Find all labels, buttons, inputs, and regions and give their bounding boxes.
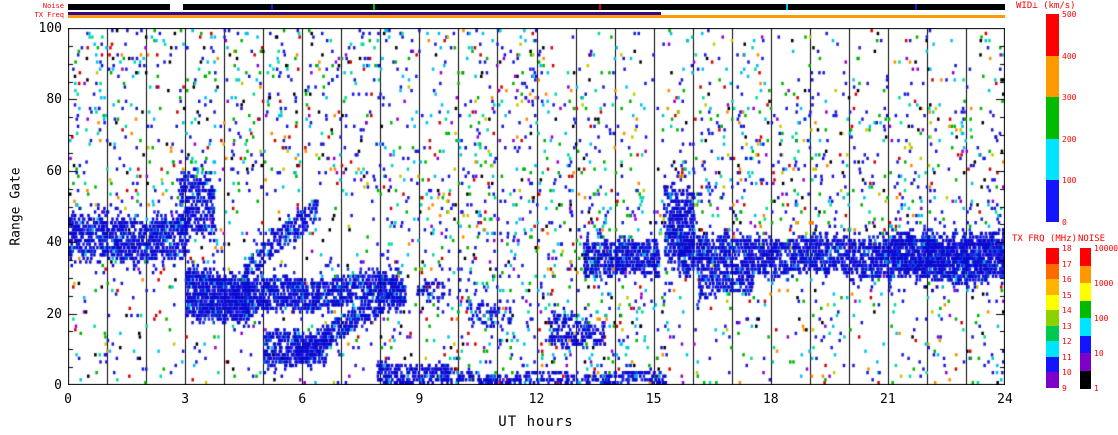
- y-tick-label: 60: [46, 163, 62, 179]
- x-tick-label: 21: [880, 392, 896, 407]
- txfrq-colorbar-tick-label: 16: [1062, 275, 1072, 285]
- noise-strip-speck: [786, 4, 789, 10]
- txfreq-strip-segment-lower: [68, 15, 1005, 18]
- noise-colorbar-title: NOISE: [1078, 234, 1106, 244]
- x-tick-label: 24: [997, 392, 1013, 407]
- wid-colorbar-segment: [1046, 138, 1059, 181]
- noise-colorbar-segment: [1080, 318, 1091, 336]
- noise-strip-segment: [68, 4, 170, 10]
- wid-colorbar-tick-label: 0: [1062, 218, 1067, 227]
- txfrq-colorbar-segment: [1046, 356, 1059, 373]
- txfrq-colorbar-tick-label: 11: [1062, 352, 1072, 362]
- x-axis-label: UT hours: [498, 414, 574, 430]
- noise-strip-speck: [915, 4, 918, 10]
- y-tick-label: 80: [46, 92, 62, 108]
- wid-colorbar-segment: [1046, 180, 1059, 223]
- noise-strip-segment: [183, 4, 1005, 10]
- txfreq-strip-label: TX Freq: [34, 11, 64, 19]
- noise-strip-speck: [598, 4, 601, 10]
- txfrq-colorbar-tick-label: 9: [1062, 384, 1067, 393]
- y-tick-label: 0: [54, 378, 62, 393]
- x-tick-label: 6: [298, 392, 307, 407]
- x-tick-label: 12: [528, 392, 545, 407]
- txfrq-colorbar-title: TX FRQ (MHz): [1012, 234, 1078, 244]
- y-tick-label: 40: [46, 235, 62, 251]
- wid-colorbar-segment: [1046, 14, 1059, 57]
- txfrq-colorbar-segment: [1046, 263, 1059, 280]
- wid-colorbar-tick-label: 400: [1062, 51, 1077, 61]
- txfrq-colorbar-segment: [1046, 248, 1059, 265]
- noise-colorbar-tick-label: 1: [1094, 384, 1099, 393]
- txfrq-colorbar-tick-label: 18: [1062, 244, 1072, 253]
- y-tick-label: 100: [38, 21, 62, 36]
- noise-colorbar-segment: [1080, 248, 1091, 266]
- noise-colorbar-segment: [1080, 265, 1091, 284]
- wid-colorbar-title: WID⊥ (km/s): [1016, 1, 1076, 11]
- x-tick-label: 15: [645, 392, 662, 407]
- x-tick-label: 9: [415, 392, 424, 407]
- wid-colorbar-tick-label: 300: [1062, 93, 1077, 103]
- txfrq-colorbar-segment: [1046, 325, 1059, 342]
- x-tick-label: 0: [64, 392, 72, 407]
- txfrq-colorbar-tick-label: 17: [1062, 259, 1072, 269]
- noise-strip-speck: [372, 4, 375, 10]
- txfrq-colorbar-tick-label: 12: [1062, 337, 1072, 347]
- txfrq-colorbar-tick-label: 14: [1062, 306, 1072, 316]
- y-axis-label: Range Gate: [8, 167, 24, 246]
- wid-colorbar-tick-label: 200: [1062, 134, 1077, 144]
- noise-colorbar-tick-label: 100: [1094, 314, 1109, 323]
- wid-colorbar-tick-label: 500: [1062, 10, 1077, 19]
- wid-colorbar: [1046, 14, 1059, 223]
- txfreq-strip-segment-upper: [68, 12, 662, 15]
- wid-colorbar-segment: [1046, 55, 1059, 98]
- wid-colorbar-segment: [1046, 97, 1059, 140]
- noise-colorbar-tick-label: 1000: [1094, 279, 1114, 288]
- noise-colorbar-tick-label: 10000: [1094, 244, 1118, 253]
- x-tick-label: 3: [181, 392, 190, 407]
- noise-colorbar-segment: [1080, 353, 1091, 371]
- txfrq-colorbar-segment: [1046, 294, 1059, 311]
- y-tick-label: 20: [46, 306, 62, 322]
- txfrq-colorbar-segment: [1046, 279, 1059, 296]
- txfrq-colorbar-segment: [1046, 310, 1059, 327]
- range-gate-vs-time-canvas: [68, 28, 1005, 385]
- txfrq-colorbar-tick-label: 13: [1062, 321, 1072, 331]
- noise-strip-speck: [271, 4, 274, 10]
- txfrq-colorbar-tick-label: 15: [1062, 290, 1072, 300]
- wid-colorbar-tick-label: 100: [1062, 176, 1077, 186]
- txfrq-colorbar: [1046, 248, 1059, 389]
- noise-colorbar: [1080, 248, 1091, 389]
- noise-colorbar-segment: [1080, 335, 1091, 354]
- txfrq-colorbar-segment: [1046, 341, 1059, 358]
- txfrq-colorbar-tick-label: 10: [1062, 368, 1072, 378]
- txfrq-colorbar-segment: [1046, 372, 1059, 389]
- noise-colorbar-segment: [1080, 370, 1091, 389]
- noise-strip-label: Noise: [42, 2, 64, 10]
- noise-colorbar-segment: [1080, 300, 1091, 319]
- x-tick-label: 18: [762, 392, 779, 407]
- noise-colorbar-tick-label: 10: [1094, 349, 1104, 358]
- noise-colorbar-segment: [1080, 283, 1091, 301]
